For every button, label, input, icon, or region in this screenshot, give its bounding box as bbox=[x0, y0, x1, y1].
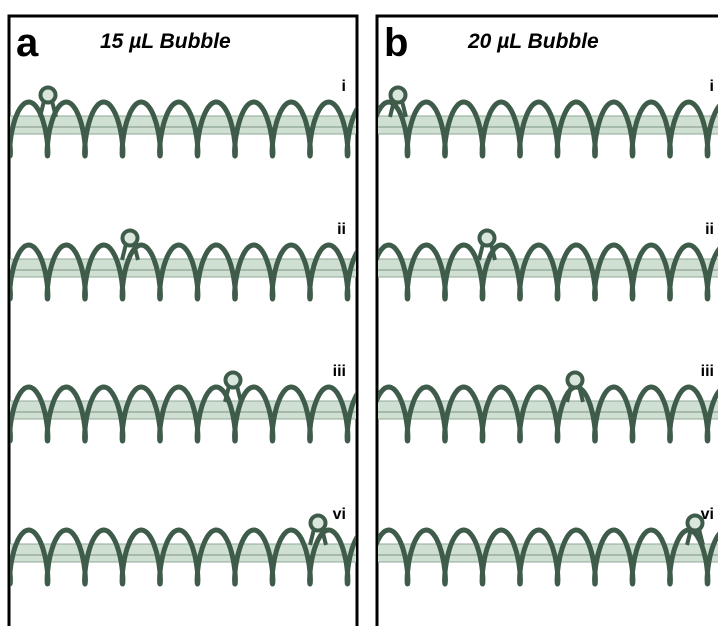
bubble bbox=[41, 88, 56, 103]
bubble bbox=[568, 373, 583, 388]
figure: a 15 µL Bubble b 20 µL Bubble iiiiiiviii… bbox=[0, 0, 718, 626]
row-label: iii bbox=[701, 363, 714, 380]
row-label: i bbox=[710, 78, 714, 95]
bubble bbox=[123, 231, 138, 246]
panel-letter: b bbox=[384, 21, 408, 65]
panel-letter: a bbox=[16, 21, 39, 65]
row-label: ii bbox=[337, 221, 346, 238]
row-label: ii bbox=[705, 221, 714, 238]
panel-images bbox=[0, 88, 377, 585]
row-label: vi bbox=[701, 506, 714, 523]
row-label: vi bbox=[333, 506, 346, 523]
coil-images bbox=[0, 88, 718, 585]
panel-title: 15 µL Bubble bbox=[100, 30, 231, 53]
panel-images bbox=[332, 88, 718, 585]
panel-title: 20 µL Bubble bbox=[467, 30, 599, 53]
bubble bbox=[311, 516, 326, 531]
bubble bbox=[391, 88, 406, 103]
bubble bbox=[480, 231, 495, 246]
row-label: i bbox=[342, 78, 346, 95]
row-label: iii bbox=[333, 363, 346, 380]
page: a 15 µL Bubble b 20 µL Bubble iiiiiiviii… bbox=[0, 0, 718, 626]
bubble bbox=[226, 373, 241, 388]
